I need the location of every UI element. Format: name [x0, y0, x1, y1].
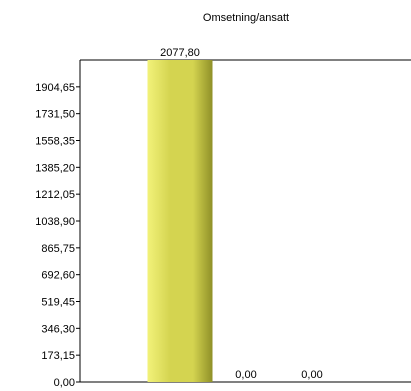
y-tick-label: 1038,90	[35, 216, 75, 228]
y-tick-label: 173,15	[41, 350, 75, 362]
y-tick-label: 1904,65	[35, 82, 75, 94]
y-tick-label: 1385,20	[35, 162, 75, 174]
y-tick-label: 0,00	[54, 377, 75, 389]
bar-value-label: 0,00	[301, 369, 322, 381]
y-tick-label: 1731,50	[35, 109, 75, 121]
chart-title: Omsetning/ansatt	[203, 12, 289, 24]
y-tick-label: 346,30	[41, 323, 75, 335]
y-tick-label: 1558,35	[35, 136, 75, 148]
y-tick-label: 519,45	[41, 297, 75, 309]
y-tick-label: 692,60	[41, 270, 75, 282]
bar-value-label: 2077,80	[160, 47, 200, 59]
bar	[147, 60, 213, 382]
plot-area: 0,00 173,15 346,30 519,45 692,60 865,75 1038,9…	[35, 47, 411, 389]
y-tick-label: 1212,05	[35, 189, 75, 201]
y-tick-label: 865,75	[41, 243, 75, 255]
bar-value-label: 0,00	[235, 369, 256, 381]
